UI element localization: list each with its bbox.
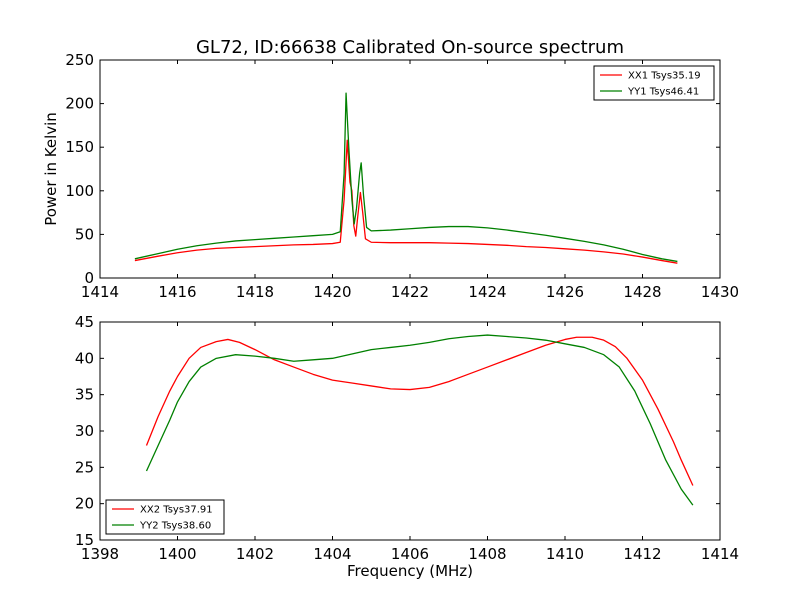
y-tick-label: 100 — [65, 182, 94, 200]
chart-panel-2: 1398 1400 1402 1404 1406 1408 1410 1412 1414 15 20… — [75, 313, 739, 580]
x-tick-label: 1414 — [81, 283, 119, 301]
y-tick-label: 45 — [75, 313, 94, 331]
x-tick-label: 1424 — [468, 283, 506, 301]
legend-entry-1: XX1 Tsys35.19 — [628, 71, 701, 82]
series-line-1 — [134, 139, 678, 264]
x-axis-label: Frequency (MHz) — [347, 562, 473, 580]
x-tick-label: 1420 — [313, 283, 351, 301]
y-tick-label: 150 — [65, 138, 94, 156]
x-tick-label: 1402 — [236, 545, 274, 563]
series-line-2 — [134, 92, 678, 263]
y-tick-label: 25 — [75, 458, 94, 476]
y-tick-label: 15 — [75, 531, 94, 549]
x-tick-label: 1410 — [546, 545, 584, 563]
y-tick-label: 200 — [65, 95, 94, 113]
y-tick-label: 250 — [65, 51, 94, 69]
chart-panels: 1414 1416 1418 1420 1422 1424 1426 1428 1430 0 50 1… — [42, 51, 739, 580]
legend-entry-1: XX2 Tsys37.91 — [140, 505, 213, 516]
x-tick-label: 1408 — [468, 545, 506, 563]
y-tick-label: 0 — [84, 269, 94, 287]
x-tick-label: 1398 — [81, 545, 119, 563]
y-tick-label: 40 — [75, 349, 94, 367]
legend-box — [105, 499, 225, 535]
chart-panel-1: 1414 1416 1418 1420 1422 1424 1426 1428 1430 0 50 1… — [42, 51, 739, 301]
x-tick-label: 1400 — [158, 545, 196, 563]
legend-box — [593, 65, 715, 101]
y-tick-label: 35 — [75, 386, 94, 404]
series-line-2 — [145, 334, 694, 506]
x-tick-label: 1414 — [701, 545, 739, 563]
x-tick-label: 1428 — [623, 283, 661, 301]
x-tick-label: 1426 — [546, 283, 584, 301]
x-tick-label: 1404 — [313, 545, 351, 563]
legend: XX1 Tsys35.19 YY1 Tsys46.41 — [593, 65, 715, 101]
y-tick-label: 50 — [75, 225, 94, 243]
x-tick-label: 1418 — [236, 283, 274, 301]
x-tick-label: 1406 — [391, 545, 429, 563]
series-line-1 — [145, 336, 694, 486]
legend: XX2 Tsys37.91 YY2 Tsys38.60 — [105, 499, 225, 535]
y-tick-label: 20 — [75, 495, 94, 513]
y-tick-label: 30 — [75, 422, 94, 440]
x-tick-label: 1416 — [158, 283, 196, 301]
y-axis-label: Power in Kelvin — [42, 112, 60, 226]
x-tick-label: 1422 — [391, 283, 429, 301]
legend-entry-2: YY1 Tsys46.41 — [627, 87, 699, 98]
x-tick-label: 1430 — [701, 283, 739, 301]
legend-entry-2: YY2 Tsys38.60 — [139, 521, 211, 532]
x-tick-label: 1412 — [623, 545, 661, 563]
figure-title: GL72, ID:66638 Calibrated On-source spec… — [196, 37, 624, 58]
